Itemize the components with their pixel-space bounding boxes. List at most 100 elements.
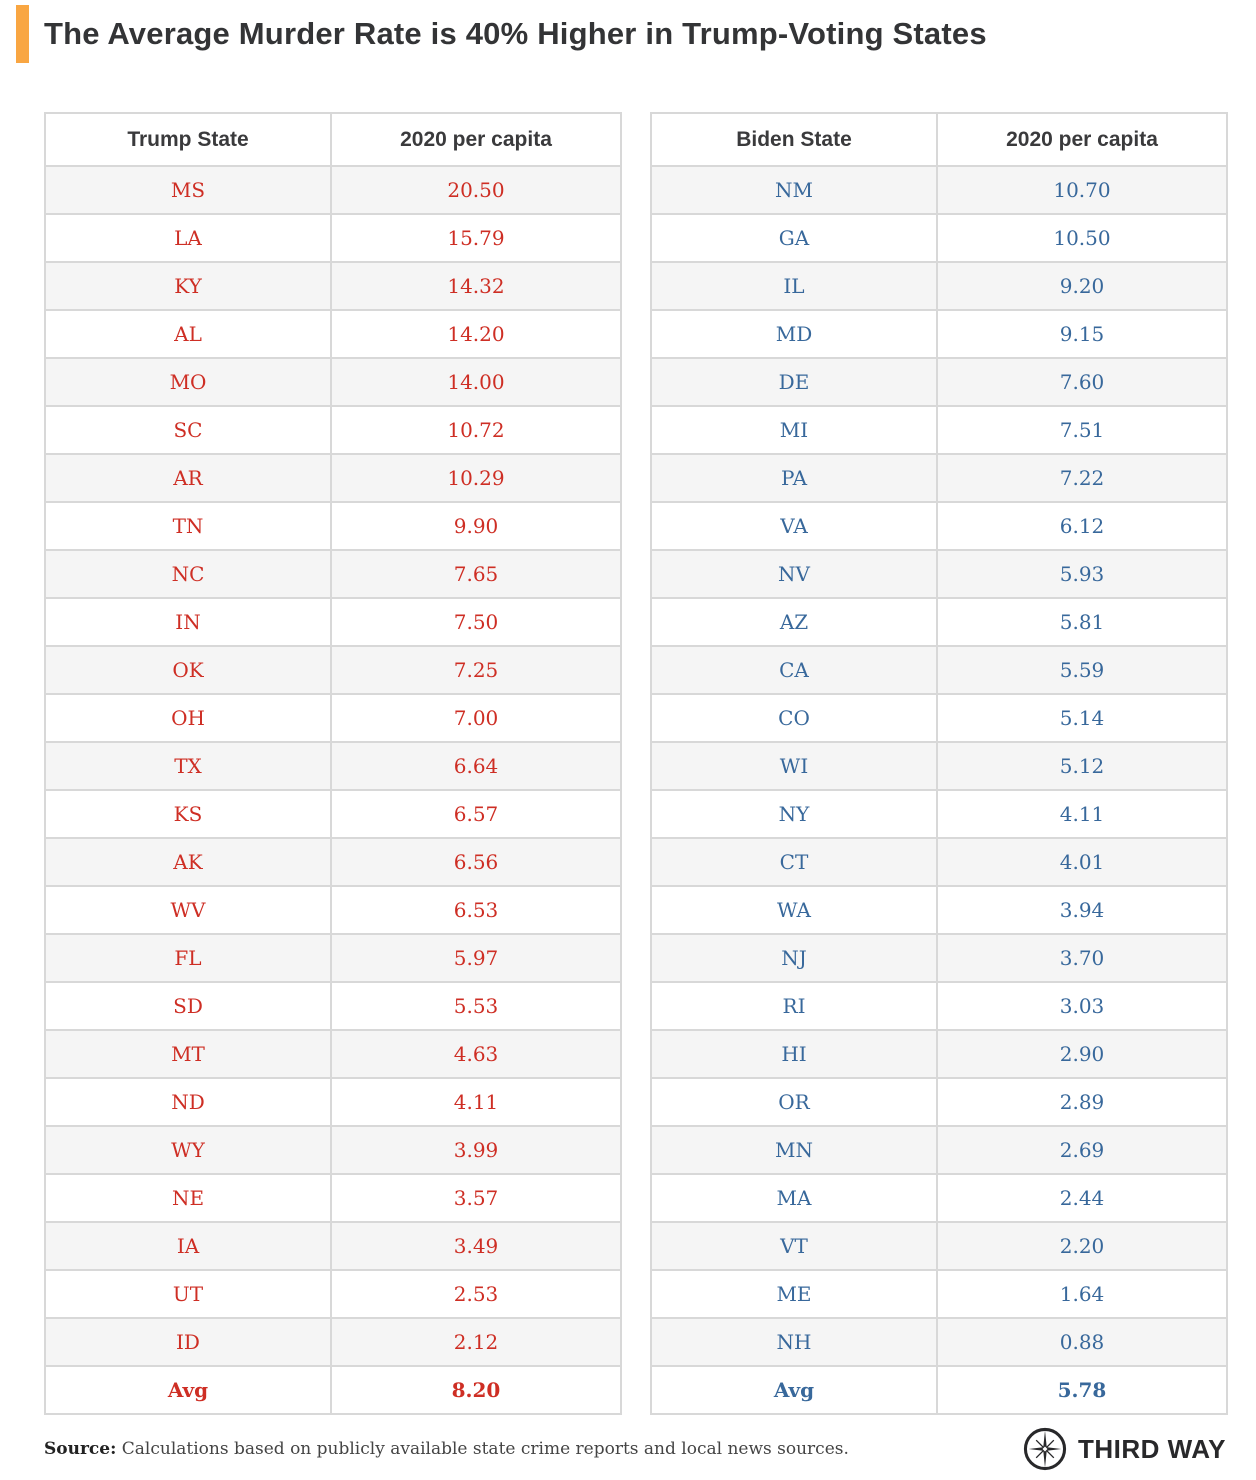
state-cell: AK	[44, 837, 332, 887]
value-cell: 7.60	[936, 357, 1228, 407]
value-cell: 7.00	[330, 693, 622, 743]
state-cell: IA	[44, 1221, 332, 1271]
trump-states-table: Trump State 2020 per capita MS 20.50 LA 15.79…	[44, 112, 622, 1415]
table-row: NC 7.65	[44, 549, 622, 599]
value-cell: 4.01	[936, 837, 1228, 887]
state-cell: MN	[650, 1125, 938, 1175]
value-cell: 5.97	[330, 933, 622, 983]
table-row: WI 5.12	[650, 741, 1228, 791]
table-row: AK 6.56	[44, 837, 622, 887]
state-cell: HI	[650, 1029, 938, 1079]
title-accent-bar	[16, 5, 29, 63]
source-label: Source:	[44, 1439, 117, 1459]
table-row: TN 9.90	[44, 501, 622, 551]
state-cell: KY	[44, 261, 332, 311]
value-cell: 7.65	[330, 549, 622, 599]
state-cell: WV	[44, 885, 332, 935]
value-cell: 2.20	[936, 1221, 1228, 1271]
source-text: Calculations based on publicly available…	[116, 1439, 849, 1459]
state-cell: MI	[650, 405, 938, 455]
value-cell: 9.90	[330, 501, 622, 551]
state-cell: NC	[44, 549, 332, 599]
table-row: NJ 3.70	[650, 933, 1228, 983]
table-row: MA 2.44	[650, 1173, 1228, 1223]
state-cell: AZ	[650, 597, 938, 647]
value-cell: 4.11	[936, 789, 1228, 839]
brand-logo: THIRD WAY	[1022, 1426, 1226, 1472]
value-cell: 3.94	[936, 885, 1228, 935]
table-row: DE 7.60	[650, 357, 1228, 407]
table-row: RI 3.03	[650, 981, 1228, 1031]
value-cell: 9.15	[936, 309, 1228, 359]
table-row: CO 5.14	[650, 693, 1228, 743]
table-row: NH 0.88	[650, 1317, 1228, 1367]
table-row: SD 5.53	[44, 981, 622, 1031]
state-cell: PA	[650, 453, 938, 503]
avg-value-cell: 8.20	[330, 1365, 622, 1415]
state-cell: OR	[650, 1077, 938, 1127]
brand-name: THIRD WAY	[1078, 1433, 1226, 1464]
table-row: ME 1.64	[650, 1269, 1228, 1319]
value-cell: 14.32	[330, 261, 622, 311]
table-row: KS 6.57	[44, 789, 622, 839]
value-cell: 5.81	[936, 597, 1228, 647]
table-row: CT 4.01	[650, 837, 1228, 887]
value-cell: 7.25	[330, 645, 622, 695]
value-cell: 3.70	[936, 933, 1228, 983]
avg-label-cell: Avg	[650, 1365, 938, 1415]
value-cell: 20.50	[330, 165, 622, 215]
value-cell: 7.51	[936, 405, 1228, 455]
state-cell: RI	[650, 981, 938, 1031]
state-cell: MS	[44, 165, 332, 215]
state-cell: UT	[44, 1269, 332, 1319]
state-cell: ID	[44, 1317, 332, 1367]
table-row: IL 9.20	[650, 261, 1228, 311]
value-cell: 3.57	[330, 1173, 622, 1223]
table-row: OK 7.25	[44, 645, 622, 695]
value-cell: 2.12	[330, 1317, 622, 1367]
value-cell: 3.49	[330, 1221, 622, 1271]
table-row: VT 2.20	[650, 1221, 1228, 1271]
value-column-header: 2020 per capita	[936, 112, 1228, 167]
table-row: CA 5.59	[650, 645, 1228, 695]
value-cell: 5.59	[936, 645, 1228, 695]
value-cell: 14.20	[330, 309, 622, 359]
state-cell: CA	[650, 645, 938, 695]
table-row: NV 5.93	[650, 549, 1228, 599]
value-cell: 10.72	[330, 405, 622, 455]
state-cell: AL	[44, 309, 332, 359]
value-cell: 2.44	[936, 1173, 1228, 1223]
value-cell: 2.90	[936, 1029, 1228, 1079]
table-row: WY 3.99	[44, 1125, 622, 1175]
value-cell: 7.50	[330, 597, 622, 647]
value-cell: 6.53	[330, 885, 622, 935]
avg-value-cell: 5.78	[936, 1365, 1228, 1415]
average-row: Avg 8.20	[44, 1365, 622, 1415]
table-row: NY 4.11	[650, 789, 1228, 839]
value-cell: 0.88	[936, 1317, 1228, 1367]
state-cell: MA	[650, 1173, 938, 1223]
state-cell: IL	[650, 261, 938, 311]
table-row: PA 7.22	[650, 453, 1228, 503]
table-row: AZ 5.81	[650, 597, 1228, 647]
state-cell: WI	[650, 741, 938, 791]
value-cell: 4.11	[330, 1077, 622, 1127]
average-row: Avg 5.78	[650, 1365, 1228, 1415]
table-row: VA 6.12	[650, 501, 1228, 551]
table-row: MI 7.51	[650, 405, 1228, 455]
state-cell: OK	[44, 645, 332, 695]
value-cell: 10.70	[936, 165, 1228, 215]
value-cell: 6.12	[936, 501, 1228, 551]
state-cell: MO	[44, 357, 332, 407]
biden-table-body: NM 10.70 GA 10.50 IL 9.20 MD 9.15 DE 7.60 MI 7.51 PA…	[650, 165, 1228, 1415]
value-cell: 5.53	[330, 981, 622, 1031]
state-cell: NJ	[650, 933, 938, 983]
state-cell: NH	[650, 1317, 938, 1367]
trump-table-body: MS 20.50 LA 15.79 KY 14.32 AL 14.20 MO 14.00 SC 10.…	[44, 165, 622, 1415]
value-cell: 3.99	[330, 1125, 622, 1175]
value-cell: 5.12	[936, 741, 1228, 791]
table-row: NE 3.57	[44, 1173, 622, 1223]
state-cell: NE	[44, 1173, 332, 1223]
avg-label-cell: Avg	[44, 1365, 332, 1415]
state-cell: WY	[44, 1125, 332, 1175]
